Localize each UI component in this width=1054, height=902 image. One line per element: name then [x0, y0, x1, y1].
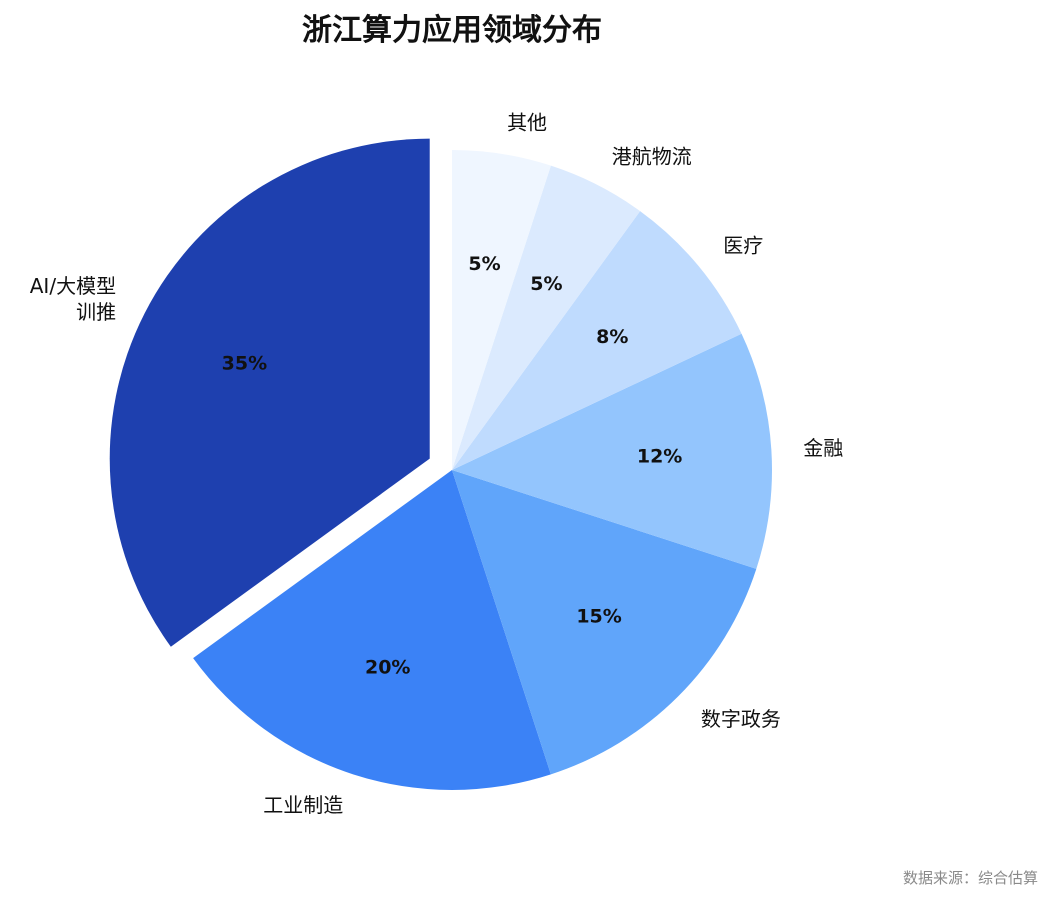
pie-slice	[452, 470, 757, 775]
chart-title: 浙江算力应用领域分布	[302, 13, 602, 48]
slice-percent-label: 5%	[530, 273, 562, 295]
source-note: 数据来源：综合估算	[902, 869, 1038, 887]
slice-category-label: 工业制造	[263, 793, 343, 817]
slice-category-label: 港航物流	[612, 144, 692, 168]
slice-percent-label: 15%	[576, 606, 621, 628]
slice-category-label: AI/大模型训推	[30, 274, 116, 324]
slice-percent-label: 5%	[468, 253, 500, 275]
pie-slice	[193, 470, 551, 790]
slice-category-label: 金融	[803, 436, 843, 460]
pie-slice	[452, 165, 641, 470]
pie-slice	[452, 211, 742, 470]
slice-percent-label: 35%	[222, 353, 267, 375]
slice-category-label: 其他	[507, 110, 547, 134]
slice-category-label: 医疗	[723, 234, 763, 258]
pie-slice	[109, 138, 430, 647]
slice-category-label: 数字政务	[701, 707, 781, 731]
slice-percent-label: 8%	[596, 326, 628, 348]
pie-slice	[452, 150, 551, 470]
slice-percent-label: 12%	[637, 445, 682, 467]
pie-slice	[452, 333, 772, 569]
pie-slices	[109, 138, 772, 790]
percent-labels: 35% 20% 15% 12% 8% 5% 5%	[222, 253, 683, 678]
slice-percent-label: 20%	[365, 656, 410, 678]
